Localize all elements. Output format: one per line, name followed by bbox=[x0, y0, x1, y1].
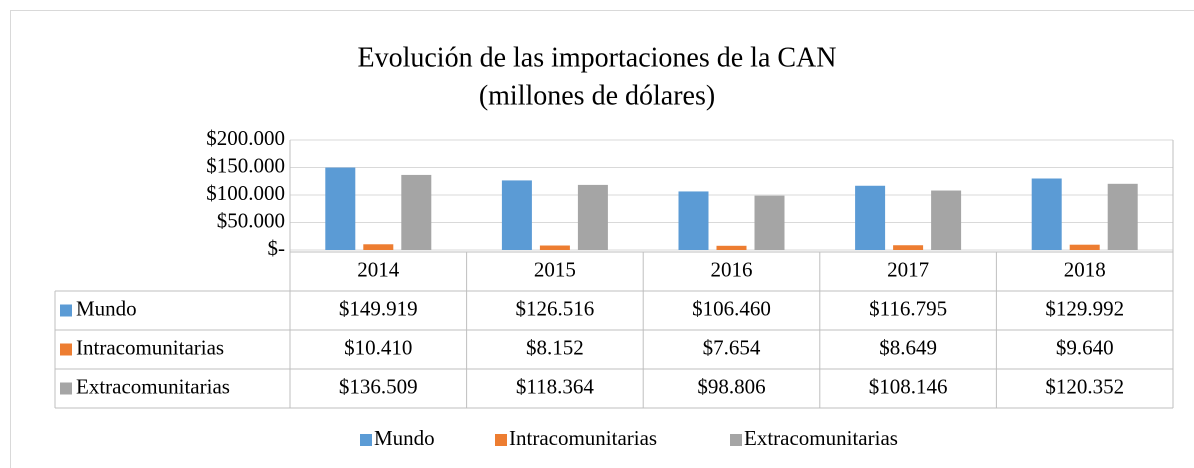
bar bbox=[1031, 178, 1062, 250]
bar bbox=[539, 245, 570, 250]
table-cell: $108.146 bbox=[869, 374, 948, 398]
table-cell: $118.364 bbox=[516, 374, 594, 398]
table-cell: $149.919 bbox=[339, 296, 418, 320]
table-cell: $9.640 bbox=[1056, 335, 1114, 359]
table-cell: $136.509 bbox=[339, 374, 418, 398]
bar bbox=[1107, 183, 1138, 250]
bar bbox=[501, 180, 532, 250]
legend-key bbox=[60, 382, 72, 395]
table-cell: $10.410 bbox=[344, 335, 412, 359]
chart-title: Evolución de las importaciones de la CAN bbox=[358, 42, 837, 73]
table-cell: $8.152 bbox=[526, 335, 584, 359]
table-cell: $7.654 bbox=[703, 335, 761, 359]
x-tick-label: 2018 bbox=[1064, 257, 1106, 281]
bar bbox=[931, 190, 962, 250]
x-tick-label: 2015 bbox=[534, 257, 576, 281]
bar bbox=[855, 185, 886, 250]
legend-key bbox=[360, 434, 372, 446]
legend-label: Mundo bbox=[374, 426, 435, 450]
table-cell: $8.649 bbox=[879, 335, 937, 359]
bar bbox=[754, 195, 785, 250]
table-row-label: Mundo bbox=[76, 296, 137, 320]
bar bbox=[325, 167, 356, 250]
table-cell: $120.352 bbox=[1045, 374, 1124, 398]
table-cell: $98.806 bbox=[697, 374, 765, 398]
x-tick-label: 2014 bbox=[357, 257, 400, 281]
bar bbox=[678, 191, 709, 250]
table-cell: $129.992 bbox=[1045, 296, 1124, 320]
table-cell: $106.460 bbox=[692, 296, 771, 320]
table-row-label: Extracomunitarias bbox=[76, 374, 230, 398]
table-row-label: Intracomunitarias bbox=[76, 335, 224, 359]
bar bbox=[716, 245, 747, 250]
y-tick-label: $100.000 bbox=[206, 181, 285, 205]
x-tick-label: 2017 bbox=[887, 257, 929, 281]
bar bbox=[893, 245, 924, 250]
y-tick-label: $200.000 bbox=[206, 126, 285, 150]
table-cell: $116.795 bbox=[869, 296, 947, 320]
bar bbox=[401, 174, 432, 250]
table-cell: $126.516 bbox=[516, 296, 595, 320]
chart-subtitle: (millones de dólares) bbox=[479, 80, 715, 111]
legend-label: Extracomunitarias bbox=[744, 426, 898, 450]
bar bbox=[1069, 244, 1100, 250]
legend-key bbox=[60, 343, 72, 356]
legend-key bbox=[730, 434, 742, 446]
y-tick-label: $150.000 bbox=[206, 153, 285, 177]
y-tick-label: $- bbox=[268, 236, 286, 260]
y-tick-label: $50.000 bbox=[217, 208, 285, 232]
legend-label: Intracomunitarias bbox=[509, 426, 657, 450]
legend-key bbox=[495, 434, 507, 446]
chart-frame bbox=[10, 10, 1194, 468]
bar bbox=[363, 244, 394, 250]
legend-key bbox=[60, 304, 72, 317]
x-tick-label: 2016 bbox=[711, 257, 753, 281]
bar bbox=[577, 184, 608, 250]
